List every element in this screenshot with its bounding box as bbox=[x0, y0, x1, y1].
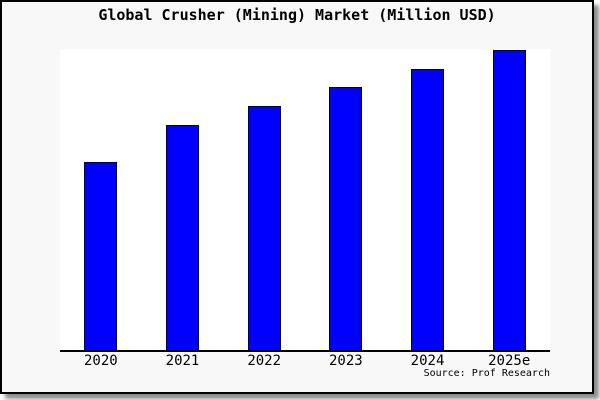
bar-slot bbox=[60, 49, 142, 350]
x-tick-label-2024: 2024 bbox=[410, 353, 445, 369]
source-credit: Source: Prof Research bbox=[423, 368, 550, 379]
bar-2024 bbox=[411, 68, 445, 350]
bar-2020 bbox=[84, 161, 118, 350]
plot-area bbox=[60, 49, 550, 352]
bar-2025e bbox=[492, 50, 526, 350]
chart-frame: Global Crusher (Mining) Market (Million … bbox=[0, 0, 594, 394]
bar-slot bbox=[142, 49, 224, 350]
bar-2021 bbox=[166, 125, 199, 350]
bar-slot bbox=[468, 49, 550, 350]
chart-title: Global Crusher (Mining) Market (Million … bbox=[98, 6, 496, 24]
x-axis-labels: 2020 2021 2022 2023 2024 2025e bbox=[60, 354, 550, 369]
bar-slot bbox=[305, 49, 387, 350]
x-tick-label-2020: 2020 bbox=[83, 353, 118, 369]
x-tick-label-2021: 2021 bbox=[165, 353, 200, 369]
x-tick-label-2025e: 2025e bbox=[488, 353, 531, 369]
bar-2023 bbox=[329, 86, 363, 350]
x-tick-label-2023: 2023 bbox=[328, 353, 363, 369]
bar-2022 bbox=[247, 106, 281, 350]
bar-slot bbox=[387, 49, 469, 350]
x-tick-label-2022: 2022 bbox=[247, 353, 282, 369]
bar-slot bbox=[223, 49, 305, 350]
